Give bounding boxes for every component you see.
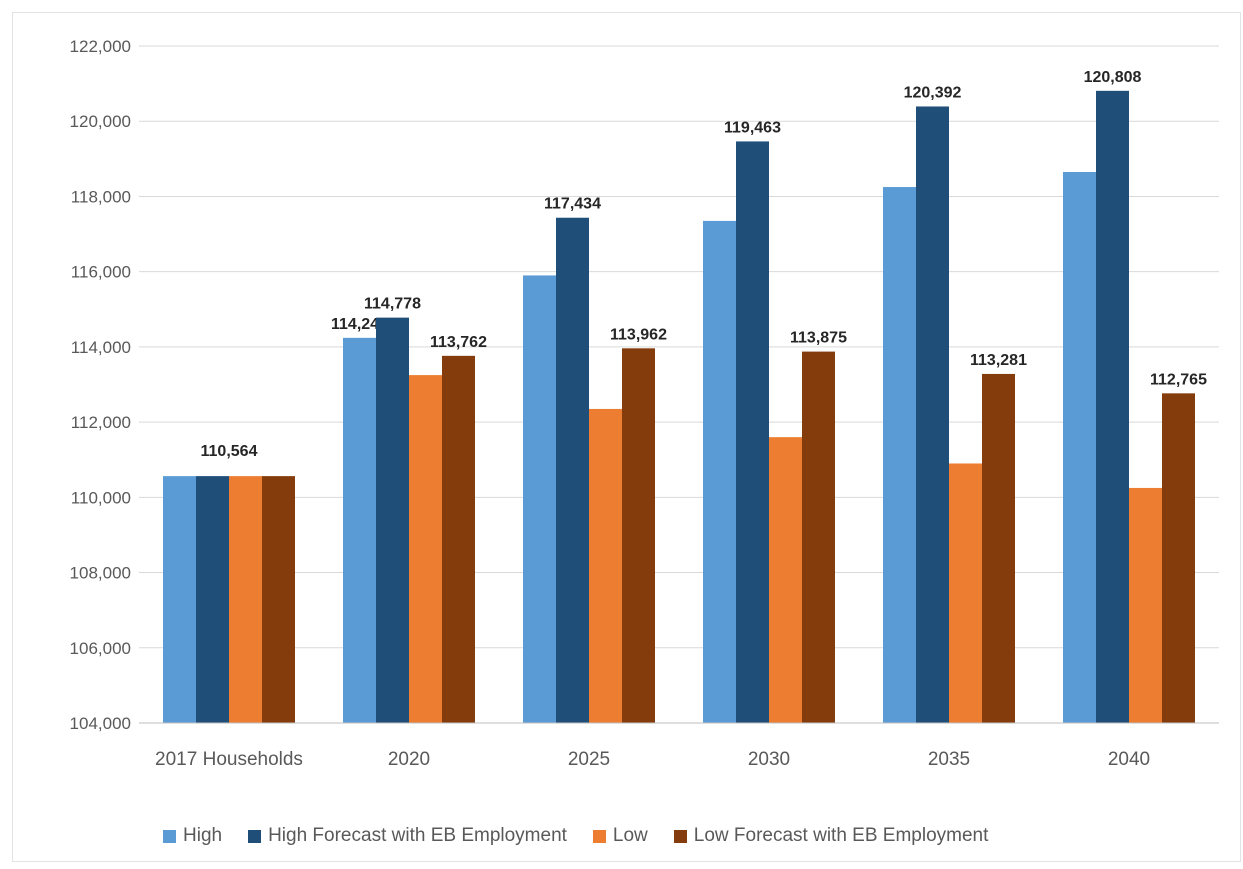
x-tick-label: 2020 [388,749,430,770]
legend-swatch [163,829,176,843]
data-label: 117,434 [544,196,601,213]
bar [883,187,916,723]
bar [622,348,655,723]
legend-label: High Forecast with EB Employment [268,825,567,846]
legend-swatch [592,829,606,843]
y-tick-label: 112,000 [71,413,131,432]
bar [802,351,835,723]
legend-item: High [163,825,222,847]
bar-chart: 104,000 106,000 108,000 110,000 112,000 114,0… [70,37,1219,770]
bar [769,437,802,723]
chart-frame: 104,000 106,000 108,000 110,000 112,000 114,0… [12,12,1241,862]
bar [262,476,295,723]
legend-swatch [673,829,687,843]
data-label: 113,875 [790,330,847,347]
data-label: 113,281 [970,352,1027,369]
y-tick-label: 120,000 [70,112,131,131]
y-tick-label: 104,000 [70,714,131,733]
bar [1162,393,1195,723]
bar [343,337,376,723]
x-tick-label: 2025 [568,749,610,770]
y-tick-label: 108,000 [70,564,131,583]
data-label: 114,778 [364,296,421,313]
bar [196,476,229,723]
legend-item: Low [592,825,648,847]
bar [1063,171,1096,724]
legend-item: Low Forecast with EB Employment [673,825,989,847]
bar [409,375,442,723]
bar [703,220,736,723]
bar [949,463,982,723]
y-tick-label: 106,000 [70,639,131,658]
legend-label: High [183,825,223,846]
legend-label: Low [612,825,648,846]
bar [523,275,556,723]
y-tick-label: 110,000 [71,488,131,507]
bar [1096,90,1129,723]
data-label: 120,392 [904,84,962,101]
y-tick-label: 122,000 [70,37,131,56]
x-tick-label: 2030 [748,749,790,770]
x-tick-label: 2040 [1108,749,1150,770]
bar [229,476,262,723]
legend-label: Low Forecast with EB Employment [693,825,989,846]
data-label: 112,765 [1150,371,1207,388]
bar [442,355,475,723]
data-label: 119,463 [724,119,781,136]
bar [163,476,196,723]
bar [376,317,409,723]
bar [1129,487,1162,723]
legend-item: High Forecast with EB Employment [248,825,567,847]
bar [589,408,622,723]
data-label: 110,564 [201,443,258,460]
bar [556,217,589,723]
y-tick-label: 116,000 [71,263,131,282]
data-label: 113,962 [610,326,667,343]
y-tick-label: 118,000 [71,187,131,206]
bar [736,141,769,724]
y-tick-label: 114,000 [71,338,131,357]
data-label: 120,808 [1084,69,1142,86]
legend: High High Forecast with EB Employment Low L… [163,825,1014,847]
legend-swatch [248,829,262,843]
data-label: 113,762 [430,334,487,351]
data-label: 114,241 [331,316,388,333]
x-tick-label: 2035 [928,749,970,770]
bar [982,373,1015,723]
x-tick-label: 2017 Households [155,749,303,770]
bar [916,106,949,724]
